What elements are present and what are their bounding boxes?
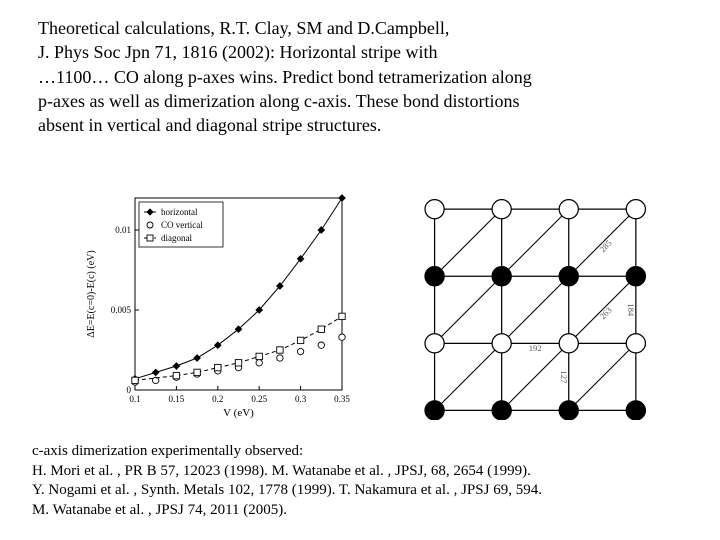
svg-text:0.15: 0.15 — [169, 394, 185, 404]
svg-text:127: 127 — [559, 370, 569, 384]
svg-text:0.005: 0.005 — [111, 305, 132, 315]
svg-text:0.2: 0.2 — [212, 394, 223, 404]
svg-text:ΔE=E(c=0)-E(c) (eV): ΔE=E(c=0)-E(c) (eV) — [86, 250, 97, 337]
lattice-diagram: 285 263 192 184 127 — [400, 190, 680, 420]
svg-text:0.01: 0.01 — [115, 225, 131, 235]
references-paragraph: c-axis dimerization experimentally obser… — [32, 442, 700, 520]
top-l1: Theoretical calculations, R.T. Clay, SM … — [38, 18, 449, 38]
svg-text:0: 0 — [127, 385, 132, 395]
top-l3: …1100… CO along p-axes wins. Predict bon… — [38, 67, 532, 87]
svg-text:0.3: 0.3 — [295, 394, 307, 404]
top-l5: absent in vertical and diagonal stripe s… — [38, 115, 381, 135]
top-l4: p-axes as well as dimerization along c-a… — [38, 91, 520, 111]
svg-text:0.1: 0.1 — [129, 394, 140, 404]
energy-chart: 0.1 0.15 0.2 0.25 0.3 0.35 0 0.005 0.01 V (eV) ΔE=… — [80, 190, 350, 420]
svg-text:CO vertical: CO vertical — [161, 220, 203, 230]
svg-text:horizontal: horizontal — [161, 207, 198, 217]
svg-text:285: 285 — [597, 238, 613, 254]
svg-text:0.35: 0.35 — [334, 394, 350, 404]
svg-text:0.25: 0.25 — [251, 394, 267, 404]
figures-row: 0.1 0.15 0.2 0.25 0.3 0.35 0 0.005 0.01 V (eV) ΔE=… — [0, 180, 720, 440]
ref-l3: Y. Nogami et al. , Synth. Metals 102, 17… — [32, 482, 542, 498]
top-paragraph: Theoretical calculations, R.T. Clay, SM … — [38, 16, 690, 137]
ref-l1: c-axis dimerization experimentally obser… — [32, 443, 303, 459]
top-l2: J. Phys Soc Jpn 71, 1816 (2002): Horizon… — [38, 42, 437, 62]
svg-text:V (eV): V (eV) — [223, 407, 254, 419]
svg-text:263: 263 — [597, 305, 613, 321]
ref-l2: H. Mori et al. , PR B 57, 12023 (1998). … — [32, 463, 531, 479]
ref-l4: M. Watanabe et al. , JPSJ 74, 2011 (2005… — [32, 502, 287, 518]
svg-text:184: 184 — [626, 303, 636, 317]
svg-text:192: 192 — [529, 343, 542, 353]
svg-text:diagonal: diagonal — [161, 233, 192, 243]
